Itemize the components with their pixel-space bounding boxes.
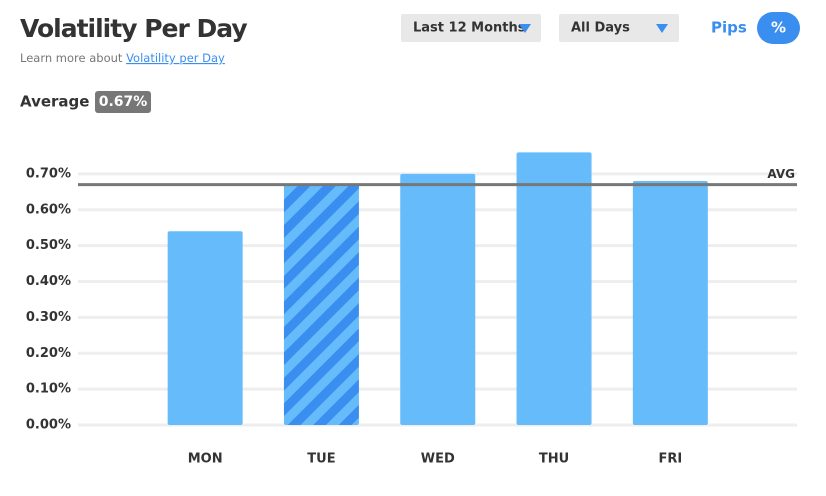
average-badge [95,91,151,113]
filter-dropdown[interactable]: Last 12 Months [401,14,541,42]
y-tick-label: 0.20% [26,346,71,361]
average-line-label: AVG [767,167,795,181]
subtitle-prefix: Learn more about [20,51,126,65]
y-tick-label: 0.70% [26,166,71,181]
filter-dropdown[interactable]: All Days [559,14,679,42]
unit-toggle-label[interactable]: % [771,19,786,37]
dropdown-label: All Days [571,21,630,36]
bar [632,181,708,425]
subtitle: Learn more about Volatility per Day [20,51,225,65]
y-tick-label: 0.40% [26,274,71,289]
x-tick-label: TUE [307,452,335,467]
bar [167,231,243,425]
dropdown-label: Last 12 Months [413,21,526,36]
x-tick-label: THU [539,452,569,467]
average-value: 0.67% [99,94,148,110]
bar [283,184,359,425]
dropdown-box [401,14,541,42]
unit-toggle-active[interactable] [757,12,800,44]
x-tick-label: WED [421,452,455,467]
chart-title: Volatility Per Day [20,14,247,43]
dropdown-arrow [656,24,668,33]
dropdown-arrow [519,24,531,33]
dropdown-box [559,14,679,42]
x-tick-label: FRI [658,452,682,467]
y-tick-label: 0.00% [26,418,71,433]
y-tick-label: 0.50% [26,238,71,253]
x-tick-label: MON [188,452,223,467]
bar [516,152,592,425]
y-tick-label: 0.10% [26,382,71,397]
subtitle-link[interactable]: Volatility per Day [126,51,225,65]
unit-toggle[interactable]: Pips [711,19,747,37]
bar [400,173,476,425]
y-tick-label: 0.30% [26,310,71,325]
average-title: Average [20,93,89,111]
y-tick-label: 0.60% [26,202,71,217]
